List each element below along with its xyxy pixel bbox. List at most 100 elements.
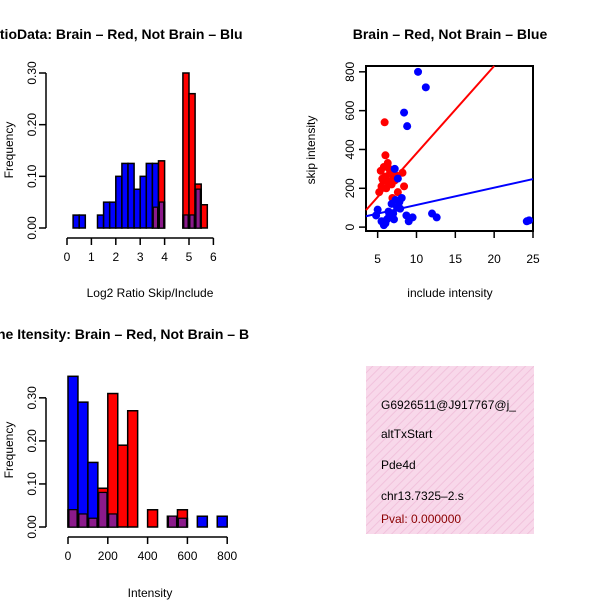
intensity-bar-overlap-1 xyxy=(78,513,88,528)
scatter-point-blue-9 xyxy=(372,211,381,220)
scatter-point-blue-26 xyxy=(389,215,398,224)
ratio-bar-blue-0 xyxy=(72,214,80,229)
scatter-point-blue-4 xyxy=(390,164,399,173)
intensity-bar-blue-1 xyxy=(77,401,89,528)
intensity-bar-overlap-3 xyxy=(98,492,108,528)
scatter-y-tick-label: 400 xyxy=(343,139,357,159)
scatter-point-blue-24 xyxy=(379,221,388,230)
scatter-point-blue-1 xyxy=(421,83,430,92)
scatter-point-blue-28 xyxy=(404,217,413,226)
scatter-point-blue-27 xyxy=(396,204,405,213)
ratio-bar-blue-8 xyxy=(121,162,129,229)
ratio-y-tick-label: 0.10 xyxy=(25,164,39,188)
ratio-bar-overlap-19 xyxy=(189,214,195,229)
intensity-histogram-axes: 0.00 0.10 0.20 0.30 0 200 400 600 800 xyxy=(25,386,238,563)
scatter-point-blue-17 xyxy=(397,194,406,202)
ratio-bar-blue-7 xyxy=(115,175,123,229)
ratio-y-tick-label: 0.30 xyxy=(25,61,39,85)
ratio-bar-red-19 xyxy=(188,92,196,229)
intensity-bar-blue-0 xyxy=(67,375,79,528)
scatter-point-red-6 xyxy=(381,151,390,160)
ratio-x-tick-label: 1 xyxy=(88,250,95,264)
intensity-x-tick-label: 600 xyxy=(177,549,197,563)
scatter-point-blue-5 xyxy=(393,174,402,183)
intensity-bar-overlap-2 xyxy=(88,517,98,528)
ratio-x-tick-label: 4 xyxy=(161,250,168,264)
info-location: chr13.7325–2.s xyxy=(381,489,464,503)
ratio-bar-blue-5 xyxy=(102,201,111,229)
ratio-bar-blue-12 xyxy=(145,162,154,229)
ratio-bar-overlap-20 xyxy=(195,188,201,229)
ratio-histogram-axes: 0.00 0.10 0.20 0.30 0 1 2 3 4 5 6 xyxy=(25,61,217,264)
intensity-x-tick-label: 200 xyxy=(98,549,118,563)
scatter-point-blue-3 xyxy=(403,122,412,131)
scatter-x-tick-label: 10 xyxy=(410,252,424,266)
ratio-x-tick-label: 5 xyxy=(186,250,193,264)
info-gene: Pde4d xyxy=(381,458,416,472)
ratio-histogram-panel: RatioData: Brain – Red, Not Brain – Blu … xyxy=(0,26,243,300)
scatter-y-tick-label: 800 xyxy=(343,61,357,81)
scatter-xlabel: include intensity xyxy=(407,286,492,300)
scatter-point-blue-0 xyxy=(414,67,423,76)
ratio-bar-overlap-18 xyxy=(183,214,189,229)
scatter-ylabel: skip intensity xyxy=(304,116,318,185)
scatter-point-red-10 xyxy=(376,166,385,175)
scatter-point-blue-21 xyxy=(432,213,441,222)
scatter-title: Brain – Red, Not Brain – Blue xyxy=(353,26,548,42)
intensity-bar-red-4 xyxy=(107,392,119,528)
ratio-bar-blue-6 xyxy=(108,201,117,229)
scatter-x-tick-label: 25 xyxy=(526,252,540,266)
scatter-point-red-17 xyxy=(393,188,402,197)
ratio-x-tick-label: 6 xyxy=(210,250,217,264)
ratio-x-tick-label: 2 xyxy=(112,250,119,264)
ratio-bar-blue-11 xyxy=(139,175,148,229)
intensity-y-tick-label: 0.10 xyxy=(25,472,39,496)
scatter-panel: Brain – Red, Not Brain – Blue 5 10 15 20 25 0… xyxy=(304,26,547,300)
intensity-x-tick-label: 400 xyxy=(138,549,158,563)
intensity-bar-overlap-10 xyxy=(168,515,177,528)
ratio-y-tick-label: 0.20 xyxy=(25,113,39,137)
intensity-x-tick-label: 800 xyxy=(217,549,237,563)
intensity-histogram-xlabel: Intensity xyxy=(128,586,173,600)
scatter-plot-box xyxy=(365,65,534,232)
info-pval: Pval: 0.000000 xyxy=(381,512,461,526)
intensity-bar-blue-15 xyxy=(216,515,228,528)
info-panel: G6926511@J917767@j_ altTxStart Pde4d chr… xyxy=(366,366,534,534)
ratio-bar-blue-1 xyxy=(78,214,87,229)
intensity-histogram-ylabel: Frequency xyxy=(2,422,16,479)
scatter-y-tick-label: 200 xyxy=(343,178,357,198)
intensity-bar-red-6 xyxy=(126,410,139,528)
intensity-y-tick-label: 0.30 xyxy=(25,386,39,410)
ratio-bar-overlap-14 xyxy=(159,201,165,229)
ratio-bar-blue-10 xyxy=(133,188,141,229)
intensity-bar-overlap-4 xyxy=(108,513,118,528)
scatter-point-blue-25 xyxy=(384,207,393,216)
intensity-histogram-panel: ne Itensity: Brain – Red, Not Brain – B … xyxy=(0,326,249,600)
scatter-points xyxy=(372,67,534,230)
ratio-bar-red-18 xyxy=(182,72,190,229)
intensity-histogram-bars xyxy=(67,375,228,528)
ratio-x-tick-label: 3 xyxy=(137,250,144,264)
intensity-bar-red-8 xyxy=(146,509,159,528)
ratio-y-tick-label: 0.00 xyxy=(25,216,39,240)
ratio-histogram-xlabel: Log2 Ratio Skip/Include xyxy=(87,286,214,300)
intensity-bar-red-5 xyxy=(117,444,129,528)
scatter-fit-lines xyxy=(365,65,534,218)
intensity-bar-blue-13 xyxy=(196,515,209,528)
scatter-y-tick-label: 600 xyxy=(343,100,357,120)
scatter-point-red-15 xyxy=(398,168,407,177)
intensity-bar-overlap-0 xyxy=(68,509,78,528)
intensity-y-tick-label: 0.00 xyxy=(25,515,39,539)
scatter-x-tick-label: 15 xyxy=(449,252,463,266)
scatter-point-red-20 xyxy=(378,174,387,183)
ratio-bar-blue-9 xyxy=(127,162,135,229)
scatter-y-tick-label: 0 xyxy=(343,223,357,230)
ratio-bar-overlap-13 xyxy=(152,206,158,229)
scatter-point-blue-2 xyxy=(400,108,409,117)
info-id: G6926511@J917767@j_ xyxy=(381,398,516,412)
ratio-x-tick-label: 0 xyxy=(64,250,71,264)
ratio-histogram-bars xyxy=(72,72,209,229)
scatter-x-tick-label: 20 xyxy=(487,252,501,266)
scatter-point-blue-23 xyxy=(525,216,534,225)
